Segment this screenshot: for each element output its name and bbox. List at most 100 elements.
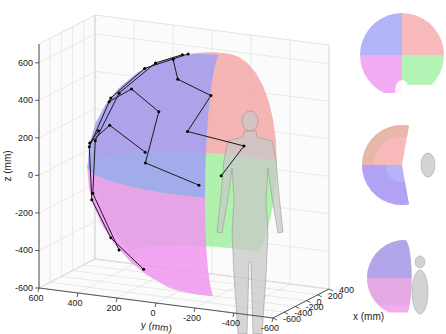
trajectory: [89, 54, 188, 269]
trajectory: [109, 89, 199, 185]
tick-label: 200: [18, 133, 33, 143]
tick: [155, 303, 156, 307]
tick-label: -600: [261, 323, 279, 333]
tick-label: -600: [15, 283, 33, 293]
trajectory-point: [118, 92, 121, 95]
grid-line: [39, 146, 95, 175]
grid-line: [72, 27, 73, 271]
tick: [77, 293, 78, 297]
tick: [194, 308, 195, 312]
grid-line: [273, 289, 329, 318]
trajectory-point: [197, 184, 200, 187]
tick: [318, 295, 322, 297]
tick-label: 200: [106, 303, 121, 313]
trajectory-point: [90, 198, 93, 201]
trajectory-point: [181, 53, 184, 56]
tick-label: -200: [15, 208, 33, 218]
trajectory: [90, 125, 145, 152]
trajectory-point: [144, 161, 147, 164]
tick-label: 400: [67, 298, 82, 308]
grid-line: [39, 221, 95, 250]
z-axis-line: [39, 44, 40, 288]
trajectory-point: [97, 129, 100, 132]
trajectory-point: [172, 58, 175, 61]
tick: [116, 298, 117, 302]
grid-line: [39, 71, 95, 100]
grid-line: [329, 45, 330, 289]
axis-title: z (mm): [2, 150, 13, 181]
grid-line: [50, 38, 51, 282]
region: [367, 240, 412, 278]
grid-line: [39, 184, 95, 213]
trajectory-point: [143, 67, 146, 70]
axes: -600-400-2000200400-600-400-200020040060…: [2, 44, 384, 334]
trajectory-point: [154, 61, 157, 64]
chart: -600-400-2000200400-600-400-200020040060…: [0, 0, 446, 334]
trajectory-point: [109, 96, 112, 99]
x-axis-line: [273, 289, 329, 318]
grid: [39, 15, 329, 318]
trajectory-point: [142, 268, 145, 271]
region: [87, 54, 219, 198]
panes: [39, 15, 329, 318]
inset-figure: [395, 80, 409, 100]
tick: [35, 62, 39, 63]
tick: [233, 313, 234, 317]
grid-line: [78, 264, 134, 293]
region: [362, 165, 409, 205]
inset-top: [362, 125, 409, 205]
inset-figure: [415, 256, 425, 268]
trajectory-point: [176, 78, 179, 81]
region: [402, 13, 444, 55]
trajectories: [88, 52, 246, 270]
pane: [39, 15, 95, 288]
trajectory-point: [144, 151, 147, 154]
y-axis-line: [39, 288, 273, 318]
trajectory: [173, 59, 244, 176]
trajectory-point: [186, 130, 189, 133]
inset-figure: [412, 270, 428, 314]
tick: [35, 250, 39, 251]
grid-line: [39, 34, 95, 63]
trajectory-point: [242, 144, 245, 147]
tick: [38, 288, 39, 292]
trajectory-point: [88, 145, 91, 148]
tick: [307, 301, 311, 303]
tick-label: 400: [339, 285, 354, 295]
tick-label: 400: [18, 95, 33, 105]
tick-label: -200: [183, 313, 201, 323]
tick-label: 600: [18, 58, 33, 68]
tick: [35, 288, 39, 289]
region: [367, 240, 412, 278]
tick: [284, 312, 288, 314]
grid-line: [39, 109, 95, 138]
trajectory-point: [157, 110, 160, 113]
tick: [35, 100, 39, 101]
grid-line: [39, 259, 95, 288]
region: [367, 278, 412, 312]
region: [360, 13, 402, 55]
trajectory-point: [88, 142, 91, 145]
tick-label: 600: [28, 293, 43, 303]
grid-line: [39, 259, 95, 288]
tick-label: 0: [150, 308, 155, 318]
axis-title: x (mm): [353, 311, 384, 322]
inset-views: [360, 13, 444, 314]
figure-body: [217, 131, 283, 334]
tick: [35, 175, 39, 176]
grid-line: [39, 44, 40, 288]
trajectory-point: [108, 124, 111, 127]
region: [362, 125, 409, 165]
tick: [295, 306, 299, 308]
tick: [35, 137, 39, 138]
trajectory-point: [187, 52, 190, 55]
trajectory-point: [118, 248, 121, 251]
trajectory-point: [91, 192, 94, 195]
inset-figure: [421, 153, 435, 177]
axis-title: y (mm): [140, 319, 172, 334]
tick: [329, 289, 333, 291]
tick-label: -400: [15, 245, 33, 255]
tick: [35, 212, 39, 213]
trajectory-point: [209, 94, 212, 97]
human-figure: [217, 111, 283, 334]
